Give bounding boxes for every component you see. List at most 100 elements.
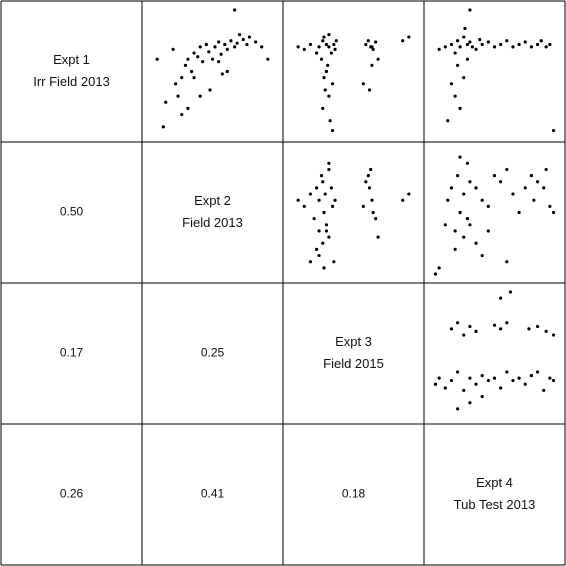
point [174, 82, 178, 86]
point [505, 39, 509, 43]
point [449, 42, 454, 47]
point [328, 119, 332, 123]
point [186, 106, 190, 110]
point [529, 374, 534, 378]
point [370, 45, 374, 49]
point [233, 8, 237, 12]
point [551, 378, 556, 383]
point [161, 125, 165, 129]
point [468, 180, 472, 184]
point [308, 192, 313, 196]
point [321, 180, 325, 184]
point [192, 51, 196, 55]
point [171, 47, 175, 51]
point [480, 198, 484, 202]
point [327, 167, 331, 172]
point [219, 52, 223, 56]
point [322, 35, 326, 39]
point [486, 204, 490, 208]
point [474, 382, 478, 386]
point [544, 329, 548, 333]
point [468, 223, 472, 227]
point [366, 174, 370, 178]
point [492, 376, 497, 380]
point [527, 327, 531, 331]
variable-subtitle: Field 2013 [182, 215, 243, 230]
point [548, 376, 552, 380]
point [551, 333, 556, 337]
point [505, 321, 509, 325]
point [446, 119, 450, 123]
point [364, 180, 368, 184]
point [462, 388, 466, 392]
point [523, 186, 527, 190]
point [433, 382, 438, 386]
point [327, 161, 331, 165]
point [453, 247, 457, 251]
point [334, 39, 338, 43]
point [198, 94, 202, 98]
point [207, 50, 211, 54]
point [323, 88, 327, 92]
point [192, 76, 196, 80]
point [508, 290, 513, 294]
point [324, 229, 329, 233]
point [217, 40, 221, 44]
point [364, 42, 368, 47]
point [186, 57, 190, 61]
point [302, 204, 306, 208]
point [465, 217, 470, 221]
point [499, 180, 503, 184]
point [458, 106, 462, 110]
point [458, 45, 462, 49]
point [237, 33, 242, 37]
point [183, 63, 188, 67]
point [458, 210, 462, 215]
point [433, 272, 438, 276]
point [532, 198, 536, 202]
point [456, 174, 460, 178]
point [480, 42, 484, 47]
point [322, 210, 326, 215]
point [462, 235, 466, 239]
point [189, 69, 194, 74]
point [319, 174, 324, 178]
point [505, 167, 509, 172]
point [210, 57, 215, 61]
point [374, 217, 378, 221]
point [333, 47, 337, 51]
point [323, 192, 327, 196]
point [505, 260, 509, 264]
point [486, 229, 490, 233]
point [551, 210, 556, 215]
point [204, 42, 208, 47]
point [511, 45, 515, 49]
point [551, 128, 556, 133]
point [374, 40, 378, 44]
correlation: 0.41 [201, 487, 225, 501]
point [465, 42, 470, 47]
point [456, 407, 460, 411]
point [453, 94, 457, 98]
point [539, 39, 543, 43]
point [492, 45, 497, 49]
point [492, 174, 497, 178]
point [443, 223, 447, 227]
correlation: 0.18 [342, 487, 366, 501]
point [317, 198, 321, 202]
point [535, 42, 540, 47]
point [198, 45, 202, 49]
point [529, 45, 534, 49]
point [458, 155, 462, 159]
point [366, 39, 370, 43]
point [453, 51, 457, 55]
point [544, 45, 548, 49]
point [241, 37, 245, 42]
point [376, 235, 380, 239]
point [217, 60, 221, 64]
point [499, 42, 503, 47]
point [437, 266, 441, 270]
variable-subtitle: Field 2015 [323, 356, 384, 371]
point [213, 45, 217, 49]
point [326, 63, 330, 67]
